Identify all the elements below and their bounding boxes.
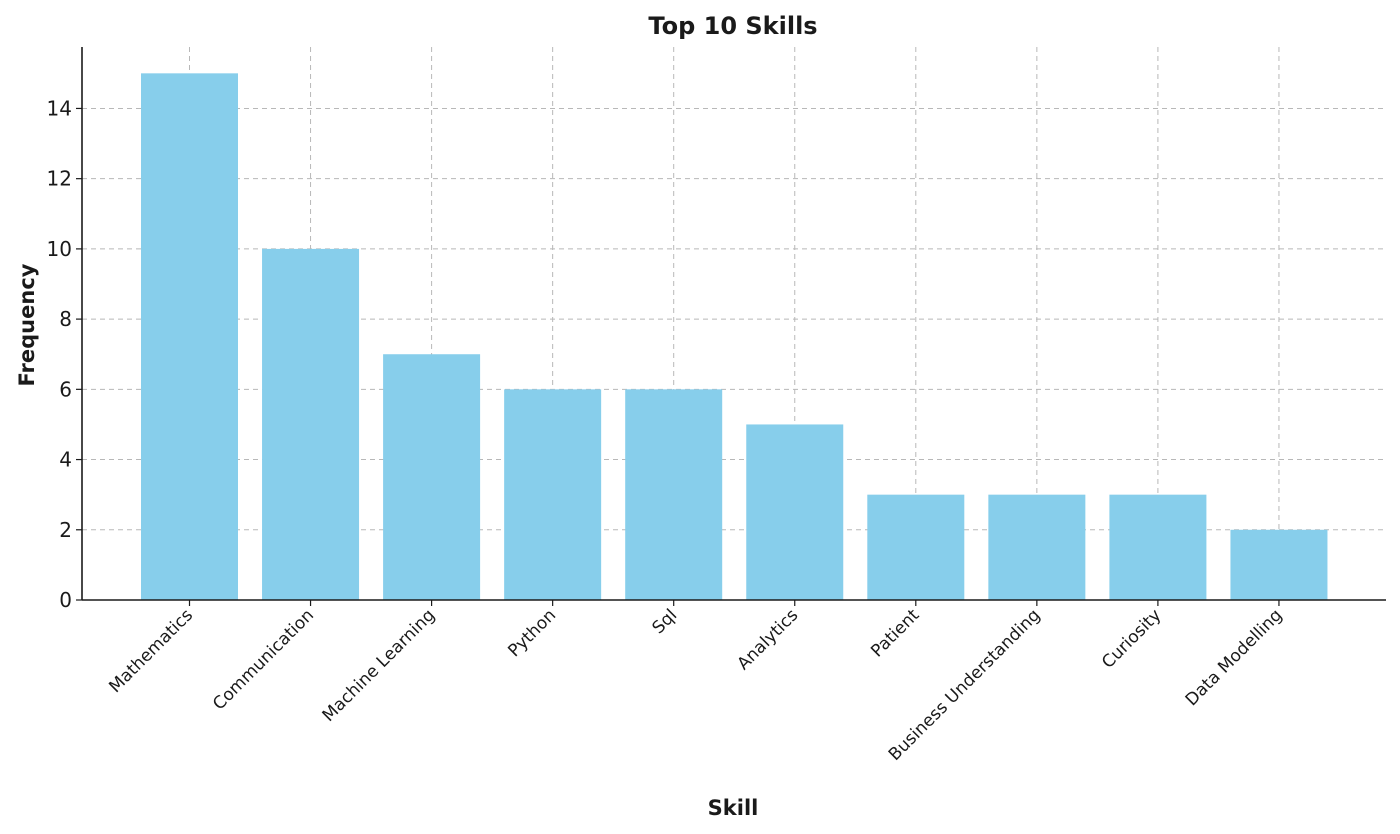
x-tick-label: Curiosity xyxy=(1098,605,1165,672)
x-tick-label: Machine Learning xyxy=(319,605,439,725)
bar xyxy=(867,494,965,600)
x-tick-label: Python xyxy=(504,605,560,661)
bar xyxy=(141,73,238,601)
y-tick-label: 8 xyxy=(59,307,72,331)
x-axis-label: Skill xyxy=(708,796,759,820)
x-tick-label: Sql xyxy=(648,605,681,638)
x-tick-label: Data Modelling xyxy=(1182,605,1287,710)
bar xyxy=(383,354,481,600)
bar xyxy=(262,248,360,600)
y-tick-label: 2 xyxy=(59,518,72,542)
y-tick-label: 6 xyxy=(59,377,72,401)
x-tick-label: Analytics xyxy=(734,605,803,674)
x-tick-label: Communication xyxy=(209,605,318,714)
x-tick-label: Patient xyxy=(867,605,923,661)
y-tick-label: 12 xyxy=(47,167,72,191)
y-tick-label: 4 xyxy=(59,448,72,472)
bar xyxy=(1109,494,1207,600)
axes xyxy=(76,47,1386,606)
y-tick-label: 0 xyxy=(59,588,72,612)
y-tick-label: 10 xyxy=(47,237,72,261)
chart-title: Top 10 Skills xyxy=(648,12,817,40)
bar xyxy=(625,389,723,600)
y-axis-label: Frequency xyxy=(15,263,39,386)
x-tick-label: Mathematics xyxy=(105,605,197,697)
bar xyxy=(1230,529,1328,600)
bar xyxy=(504,389,602,600)
bars xyxy=(141,73,1328,601)
y-tick-label: 14 xyxy=(47,96,72,120)
bar xyxy=(988,494,1086,600)
bar xyxy=(746,424,844,600)
